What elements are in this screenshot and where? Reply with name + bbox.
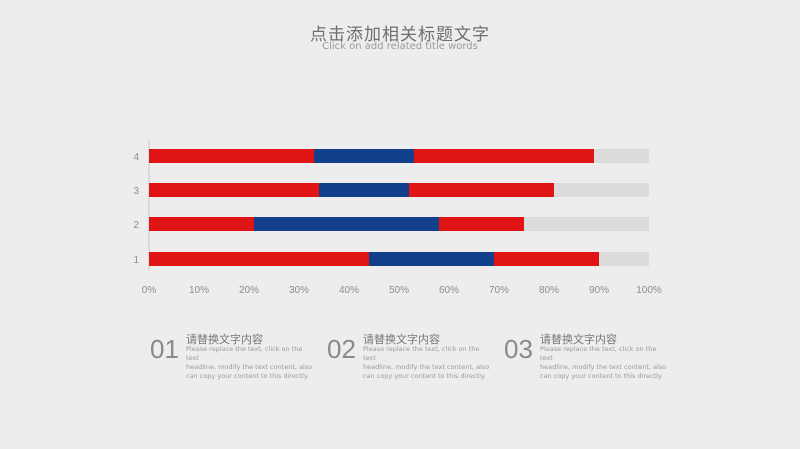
bar-segment [149, 149, 314, 163]
x-tick-label: 20% [239, 285, 259, 296]
bar-segment [439, 217, 524, 231]
info-text-line: headline, modify the text content, also [186, 363, 313, 371]
bar-segment [369, 252, 494, 266]
info-text-line: Please replace the text, click on the te… [186, 345, 303, 362]
info-block-1: 01 请替换文字内容 Please replace the text, clic… [150, 326, 320, 380]
x-tick-label: 100% [636, 285, 662, 296]
info-text-line: Please replace the text, click on the te… [540, 345, 657, 362]
bar-segment [149, 252, 369, 266]
x-tick-label: 10% [189, 285, 209, 296]
info-text-line: can copy your content to this directly. [186, 372, 309, 380]
info-number: 02 [327, 334, 356, 364]
info-block-3: 03 请替换文字内容 Please replace the text, clic… [504, 326, 674, 380]
bar-segment [414, 149, 594, 163]
x-tick-label: 30% [289, 285, 309, 296]
x-tick-label: 60% [439, 285, 459, 296]
bar-segment [149, 217, 254, 231]
info-text-line: headline, modify the text content, also [363, 363, 490, 371]
bar-segment [594, 149, 649, 163]
bar-segment [314, 149, 414, 163]
bar-segment [494, 252, 599, 266]
info-text-line: can copy your content to this directly. [363, 372, 486, 380]
info-number: 03 [504, 334, 533, 364]
info-heading: 请替换文字内容 [540, 333, 617, 346]
bar-segment [254, 217, 439, 231]
info-text: Please replace the text, click on the te… [186, 345, 314, 381]
info-text: Please replace the text, click on the te… [363, 345, 491, 381]
bar-segment [524, 217, 649, 231]
x-tick-label: 90% [589, 285, 609, 296]
x-tick-label: 70% [489, 285, 509, 296]
info-text-line: Please replace the text, click on the te… [363, 345, 480, 362]
info-number: 01 [150, 334, 179, 364]
bar-segment [409, 183, 554, 197]
y-tick-label: 1 [133, 255, 139, 266]
y-tick-label: 2 [133, 220, 139, 231]
bar-segment [554, 183, 649, 197]
slide-subtitle: Click on add related title words [322, 41, 478, 52]
x-tick-label: 50% [389, 285, 409, 296]
info-block-2: 02 请替换文字内容 Please replace the text, clic… [327, 326, 497, 380]
y-tick-label: 4 [133, 152, 139, 163]
info-text-line: can copy your content to this directly. [540, 372, 663, 380]
info-text: Please replace the text, click on the te… [540, 345, 668, 381]
bar-segment [149, 183, 319, 197]
info-text-line: headline, modify the text content, also [540, 363, 667, 371]
info-heading: 请替换文字内容 [186, 333, 263, 346]
slide-title: 点击添加相关标题文字 [310, 25, 490, 45]
info-heading: 请替换文字内容 [363, 333, 440, 346]
x-tick-label: 40% [339, 285, 359, 296]
y-tick-label: 3 [133, 186, 139, 197]
x-tick-label: 0% [142, 285, 157, 296]
x-tick-label: 80% [539, 285, 559, 296]
bar-segment [319, 183, 409, 197]
bar-segment [599, 252, 649, 266]
